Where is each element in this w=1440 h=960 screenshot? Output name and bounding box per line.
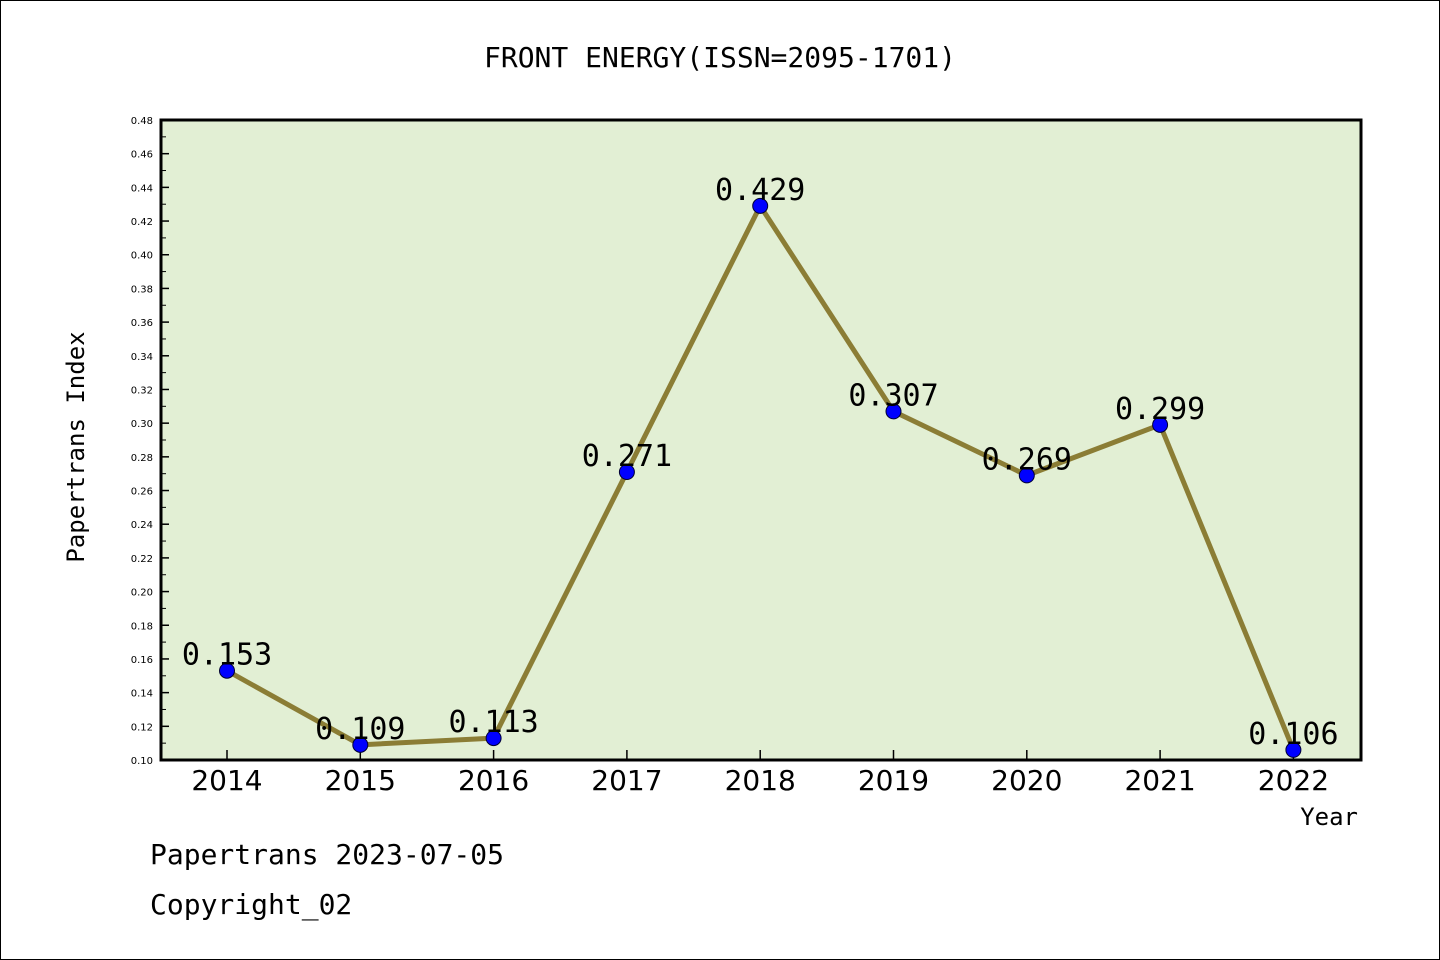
data-point xyxy=(618,464,635,480)
plot-border xyxy=(159,118,1363,762)
data-label: 0.269 xyxy=(982,442,1072,477)
data-point xyxy=(352,736,369,753)
y-axis-label: Papertrans Index xyxy=(62,331,90,562)
y-tick-label: 0.48 xyxy=(131,116,153,127)
footer-date: Papertrans 2023-07-05 xyxy=(150,838,504,871)
data-label: 0.429 xyxy=(715,173,805,208)
y-tick-label: 0.30 xyxy=(131,419,153,430)
y-axis: 0.10 0.12 0.14 0.16 0.18 0.20 0.22 0.24 0.26 0.28… xyxy=(131,116,169,767)
x-tick-label: 2014 xyxy=(191,764,262,797)
x-tick-label: 2022 xyxy=(1258,764,1329,797)
x-tick-label: 2018 xyxy=(725,764,796,797)
y-tick-label: 0.18 xyxy=(131,621,153,632)
x-axis: 2014 2015 2016 2017 2018 2019 2020 2021 2022 xyxy=(191,750,1329,797)
y-tick-label: 0.40 xyxy=(131,251,153,262)
data-point xyxy=(752,197,769,214)
markers-group xyxy=(219,197,1302,758)
y-tick-label: 0.36 xyxy=(131,318,153,329)
x-tick-label: 2021 xyxy=(1124,764,1195,797)
plot-area xyxy=(161,120,1361,760)
y-tick-label: 0.34 xyxy=(131,352,153,363)
chart-title: FRONT ENERGY(ISSN=2095-1701) xyxy=(484,41,956,74)
x-tick-label: 2020 xyxy=(991,764,1062,797)
y-tick-label: 0.22 xyxy=(131,554,153,565)
y-tick-label: 0.16 xyxy=(131,655,153,666)
data-point xyxy=(219,662,235,679)
data-label: 0.271 xyxy=(582,439,672,474)
data-label: 0.106 xyxy=(1248,717,1338,752)
data-point xyxy=(485,730,502,747)
y-tick-label: 0.14 xyxy=(131,689,153,700)
y-tick-label: 0.12 xyxy=(131,722,153,733)
x-tick-label: 2017 xyxy=(591,764,662,797)
data-point xyxy=(1152,416,1169,433)
x-axis-label: Year xyxy=(1300,803,1358,831)
footer-copyright: Copyright_02 xyxy=(150,888,352,922)
y-tick-label: 0.38 xyxy=(131,284,153,295)
data-point xyxy=(885,403,902,420)
y-tick-label: 0.44 xyxy=(131,183,153,194)
data-point xyxy=(1018,467,1035,484)
data-label: 0.299 xyxy=(1115,392,1205,427)
data-label: 0.307 xyxy=(848,378,938,413)
data-labels-group: 0.153 0.109 0.113 0.271 0.429 0.307 0.269 0.299… xyxy=(182,173,1339,752)
x-tick-label: 2019 xyxy=(858,764,929,797)
y-tick-label: 0.26 xyxy=(131,487,153,498)
y-tick-label: 0.42 xyxy=(131,217,153,228)
data-label: 0.109 xyxy=(315,712,405,747)
data-label: 0.113 xyxy=(448,705,538,740)
x-tick-label: 2016 xyxy=(458,764,529,797)
data-point xyxy=(1285,741,1302,758)
y-tick-label: 0.20 xyxy=(131,588,153,599)
y-tick-label: 0.10 xyxy=(131,756,153,767)
data-label: 0.153 xyxy=(182,638,272,673)
x-tick-label: 2015 xyxy=(325,764,396,797)
y-tick-label: 0.24 xyxy=(131,520,153,531)
y-tick-label: 0.46 xyxy=(131,150,153,161)
y-tick-label: 0.32 xyxy=(131,385,153,396)
y-tick-label: 0.28 xyxy=(131,453,153,464)
